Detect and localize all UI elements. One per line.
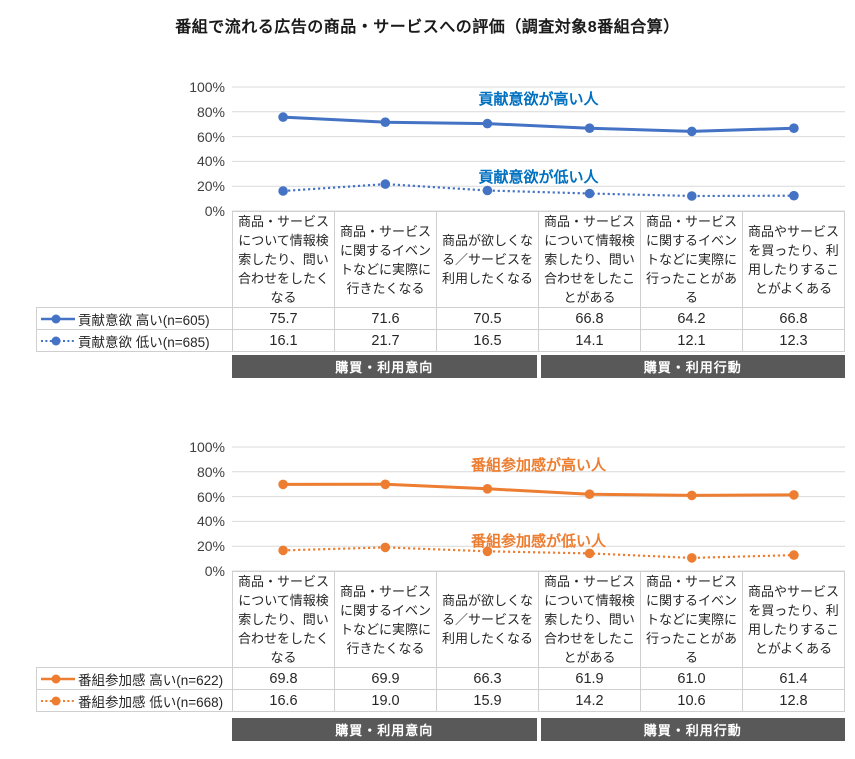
value-cell: 14.1 (539, 330, 641, 352)
column-header: 商品・サービスに関するイベントなどに実際に行ったことがある (641, 212, 743, 308)
series-annotation-high: 番組参加感が高い人 (470, 457, 606, 474)
category-band-intent: 購買・利用意向 (232, 355, 537, 378)
page-title: 番組で流れる広告の商品・サービスへの評価（調査対象8番組合算） (175, 19, 680, 36)
y-tick: 100% (189, 79, 225, 95)
value-cell: 19.0 (335, 690, 437, 712)
y-tick: 0% (204, 562, 225, 579)
y-tick: 20% (196, 538, 225, 555)
value-cell: 61.4 (743, 668, 845, 690)
legend-marker-dotted-icon (41, 696, 75, 705)
column-header: 商品・サービスについて情報検索したり、問い合わせをしたくなる (233, 572, 335, 668)
value-cell: 66.3 (437, 668, 539, 690)
data-table-contribution: 商品・サービスについて情報検索したり、問い合わせをしたくなる 商品・サービスに関… (232, 211, 845, 352)
legend-contribution: 貢献意欲 高い(n=605) 貢献意欲 低い(n=685) (36, 307, 232, 352)
y-tick: 40% (196, 513, 225, 530)
category-bands-bottom: 購買・利用意向 購買・利用行動 (232, 718, 845, 741)
series-annotation-low: 番組参加感が低い人 (470, 533, 606, 550)
value-cell: 12.8 (743, 690, 845, 712)
legend-label: 貢献意欲 低い(n=685) (78, 334, 210, 350)
column-header: 商品が欲しくなる／サービスを利用したくなる (437, 572, 539, 668)
legend-marker-dotted-icon (41, 336, 75, 345)
category-band-action: 購買・利用行動 (540, 355, 845, 378)
column-header: 商品やサービスを買ったり、利用したりすることがよくある (743, 212, 845, 308)
value-cell: 75.7 (233, 308, 335, 330)
chart-plot-area (232, 446, 845, 572)
value-cell: 71.6 (335, 308, 437, 330)
value-cell: 69.8 (233, 668, 335, 690)
category-band-action: 購買・利用行動 (540, 718, 845, 741)
y-axis-labels-top: 100% 80% 60% 40% 20% 0% (148, 78, 225, 220)
column-header: 商品・サービスに関するイベントなどに実際に行きたくなる (335, 572, 437, 668)
column-header: 商品やサービスを買ったり、利用したりすることがよくある (743, 572, 845, 668)
y-tick: 80% (196, 463, 225, 480)
y-tick: 20% (196, 178, 225, 195)
column-header: 商品・サービスについて情報検索したり、問い合わせをしたことがある (539, 212, 641, 308)
column-header: 商品・サービスに関するイベントなどに実際に行きたくなる (335, 212, 437, 308)
value-cell: 16.5 (437, 330, 539, 352)
value-cell: 15.9 (437, 690, 539, 712)
line-chart-participation: 番組参加感が高い人 番組参加感が低い人 (232, 446, 845, 572)
y-tick: 80% (196, 103, 225, 120)
value-cell: 12.3 (743, 330, 845, 352)
value-cell: 16.6 (233, 690, 335, 712)
legend-label: 番組参加感 高い(n=622) (78, 672, 224, 688)
legend-row: 番組参加感 高い(n=622) (37, 668, 232, 689)
y-tick: 0% (204, 202, 225, 219)
series-annotation-low: 貢献意欲が低い人 (478, 169, 599, 186)
value-cell: 64.2 (641, 308, 743, 330)
value-cell: 66.8 (539, 308, 641, 330)
value-cell: 61.0 (641, 668, 743, 690)
category-bands-top: 購買・利用意向 購買・利用行動 (232, 355, 845, 378)
y-tick: 100% (189, 439, 225, 455)
legend-row: 番組参加感 低い(n=668) (37, 689, 232, 711)
value-cell: 66.8 (743, 308, 845, 330)
legend-participation: 番組参加感 高い(n=622) 番組参加感 低い(n=668) (36, 667, 232, 712)
legend-row: 貢献意欲 低い(n=685) (37, 329, 232, 351)
value-cell: 10.6 (641, 690, 743, 712)
column-header: 商品が欲しくなる／サービスを利用したくなる (437, 212, 539, 308)
value-cell: 12.1 (641, 330, 743, 352)
y-axis-labels-bottom: 100% 80% 60% 40% 20% 0% (148, 438, 225, 580)
series-annotation-high: 貢献意欲が高い人 (478, 91, 599, 108)
value-cell: 70.5 (437, 308, 539, 330)
legend-label: 貢献意欲 高い(n=605) (78, 312, 210, 328)
value-cell: 21.7 (335, 330, 437, 352)
y-tick: 40% (196, 153, 225, 170)
value-cell: 14.2 (539, 690, 641, 712)
value-cell: 61.9 (539, 668, 641, 690)
legend-marker-solid-icon (41, 314, 75, 323)
y-tick: 60% (196, 128, 225, 145)
data-table-participation: 商品・サービスについて情報検索したり、問い合わせをしたくなる 商品・サービスに関… (232, 571, 845, 712)
value-cell: 69.9 (335, 668, 437, 690)
y-tick: 60% (196, 488, 225, 505)
column-header: 商品・サービスに関するイベントなどに実際に行ったことがある (641, 572, 743, 668)
legend-label: 番組参加感 低い(n=668) (78, 694, 224, 710)
line-chart-contribution: 貢献意欲が高い人 貢献意欲が低い人 (232, 86, 845, 212)
category-band-intent: 購買・利用意向 (232, 718, 537, 741)
legend-row: 貢献意欲 高い(n=605) (37, 308, 232, 329)
legend-marker-solid-icon (41, 674, 75, 683)
column-header: 商品・サービスについて情報検索したり、問い合わせをしたくなる (233, 212, 335, 308)
value-cell: 16.1 (233, 330, 335, 352)
column-header: 商品・サービスについて情報検索したり、問い合わせをしたことがある (539, 572, 641, 668)
